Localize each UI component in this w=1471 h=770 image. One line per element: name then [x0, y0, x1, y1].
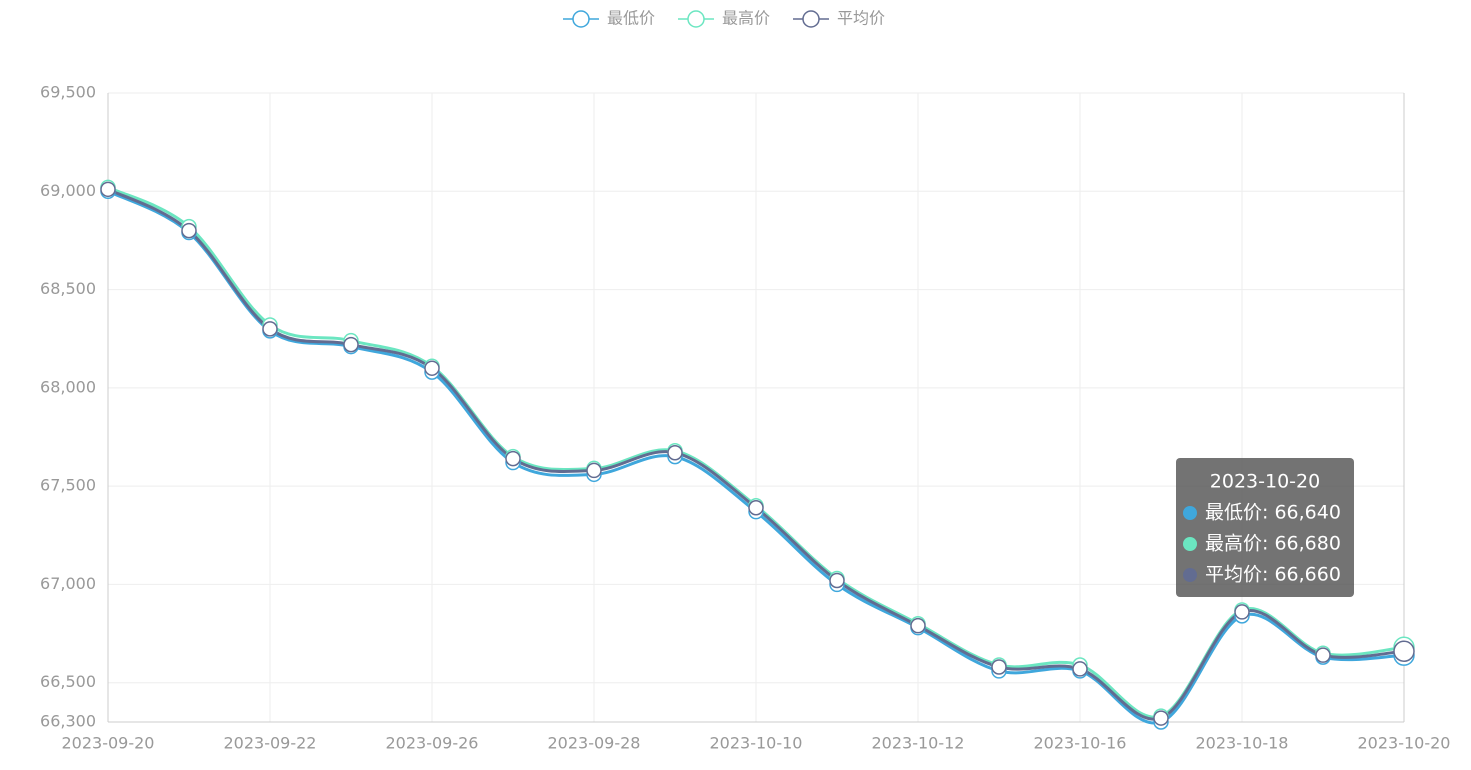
x-tick-label: 2023-10-10 — [710, 734, 803, 753]
data-point — [1315, 647, 1331, 663]
y-tick-label: 69,000 — [40, 181, 96, 200]
data-point — [1234, 604, 1250, 620]
data-point — [1153, 710, 1169, 726]
data-point — [586, 462, 602, 479]
x-tick-label: 2023-10-12 — [872, 734, 965, 753]
legend-marker — [687, 10, 705, 28]
y-tick-label: 66,300 — [40, 712, 96, 731]
data-point — [343, 336, 359, 353]
data-point — [181, 222, 197, 239]
x-tick-label: 2023-10-16 — [1034, 734, 1127, 753]
legend-marker — [802, 10, 820, 28]
data-point — [100, 181, 116, 198]
data-point — [505, 450, 521, 467]
data-point — [991, 659, 1007, 675]
tooltip-title: 2023-10-20 — [1210, 471, 1320, 493]
tooltip: 2023-10-20 最低价: 66,640 最高价: 66,680 平均价: 66,… — [1176, 458, 1354, 597]
data-point — [424, 360, 440, 376]
y-tick-label: 67,500 — [40, 476, 96, 495]
data-point — [1393, 640, 1415, 662]
y-tick-label: 67,000 — [40, 574, 96, 593]
y-tick-label: 66,500 — [40, 672, 96, 691]
data-point — [829, 572, 845, 589]
legend-marker — [572, 10, 590, 28]
y-tick-label: 69,500 — [40, 83, 96, 102]
y-tick-label: 68,000 — [40, 377, 96, 396]
x-tick-label: 2023-09-20 — [62, 734, 155, 753]
tooltip-dot — [1183, 568, 1197, 582]
x-tick-label: 2023-09-22 — [224, 734, 317, 753]
legend-label: 最高价 — [722, 9, 770, 28]
x-tick-label: 2023-09-26 — [386, 734, 479, 753]
data-point — [667, 444, 683, 461]
x-tick-label: 2023-09-28 — [548, 734, 641, 753]
legend-label: 最低价 — [607, 9, 655, 28]
tooltip-box — [1176, 458, 1354, 597]
x-tick-label: 2023-10-20 — [1358, 734, 1451, 753]
tooltip-dot — [1183, 506, 1197, 520]
tooltip-line: 最高价: 66,680 — [1205, 533, 1341, 555]
x-tick-label: 2023-10-18 — [1196, 734, 1289, 753]
data-point — [262, 321, 278, 337]
tooltip-dot — [1183, 537, 1197, 551]
data-point — [1072, 661, 1088, 677]
legend-label: 平均价 — [837, 9, 885, 28]
y-tick-label: 68,500 — [40, 279, 96, 298]
data-point — [910, 617, 926, 634]
tooltip-line: 最低价: 66,640 — [1205, 502, 1341, 524]
data-point — [748, 499, 764, 516]
tooltip-line: 平均价: 66,660 — [1205, 564, 1341, 586]
